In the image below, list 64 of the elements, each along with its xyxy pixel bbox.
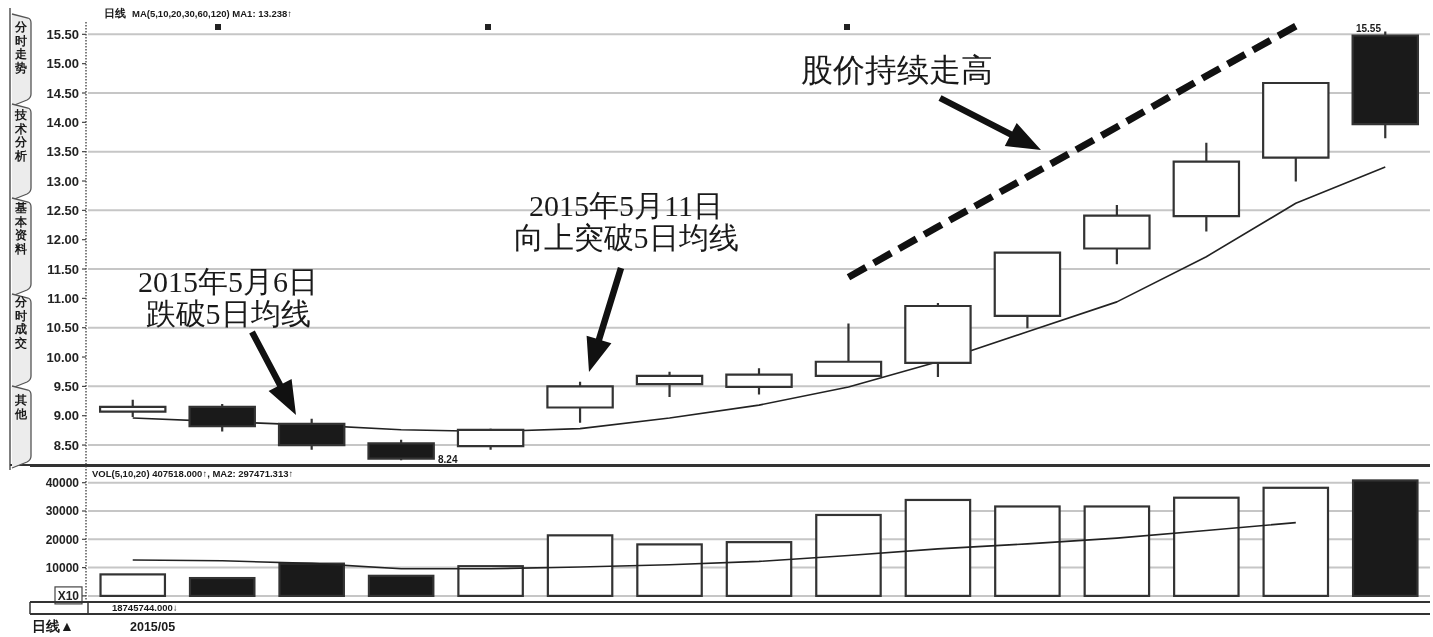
candlestick [993, 250, 1062, 330]
bar [367, 574, 435, 598]
y-tick-label: 10.50 [46, 320, 79, 336]
candlestick [456, 427, 525, 451]
bar [188, 576, 256, 598]
text: 18745744.000↓ [112, 602, 178, 613]
y-tick-label: 12.50 [46, 203, 79, 219]
annotation: 2015年5月6日 [138, 265, 318, 298]
candlestick [367, 438, 435, 462]
text: MA(5,10,20,30,60,120) MA1: 13.238↑ [132, 8, 293, 19]
bar [1083, 505, 1151, 598]
y-tick-label: 13.50 [46, 144, 79, 160]
candlestick [635, 370, 704, 399]
candlestick [1172, 141, 1241, 233]
y-tick-label: 11.50 [47, 261, 79, 277]
candlestick [904, 301, 972, 379]
y-tick-label: 10000 [45, 560, 80, 575]
candlestick [1351, 30, 1420, 140]
bar [994, 505, 1061, 598]
y-tick-label: 10.00 [46, 349, 79, 365]
y-tick-label: 40000 [45, 476, 80, 491]
annotation: 跌破5日均线 [145, 297, 311, 330]
candlestick [814, 322, 883, 379]
bar [1262, 486, 1330, 598]
bar [99, 573, 167, 598]
text: 基本资料 [14, 201, 28, 256]
candlestick [725, 367, 793, 396]
bar [546, 534, 614, 598]
bar [725, 541, 793, 598]
text: 日线▲ [32, 618, 74, 634]
y-tick-label: 12.00 [46, 232, 79, 248]
candlestick [1262, 81, 1330, 183]
text: 其他 [14, 393, 28, 421]
bar [1173, 496, 1240, 598]
chart-title: 日线 [104, 7, 126, 19]
y-tick-label: 30000 [45, 504, 80, 519]
bar [636, 543, 703, 598]
annotation: 8.24 [438, 454, 458, 465]
annotation: 向上突破5日均线 [513, 221, 739, 254]
text: 2015/05 [130, 620, 176, 634]
y-tick-label: 11.00 [47, 291, 79, 307]
y-tick-label: 14.50 [46, 85, 79, 101]
y-tick-label: 13.00 [46, 173, 79, 189]
annotation: 股价持续走高 [801, 52, 993, 88]
y-tick-label: 20000 [45, 532, 80, 547]
text: 技术分析 [14, 108, 28, 163]
bar [1351, 479, 1419, 598]
annotation: 2015年5月11日 [529, 189, 723, 222]
bar [457, 565, 524, 598]
annotation: 15.55 [1355, 23, 1382, 34]
y-tick-label: 8.50 [53, 437, 79, 453]
annotation: VOL(5,10,20) 407518.000↑, MA2: 297471.313↑ [92, 468, 294, 479]
bar [904, 498, 972, 598]
y-tick-label: 15.50 [46, 27, 79, 42]
y-tick-label: 9.00 [53, 408, 79, 424]
candlestick [98, 398, 167, 418]
y-tick-label: 9.50 [53, 379, 79, 395]
text: 分时走势 [14, 20, 28, 75]
text: 分时成交 [14, 295, 28, 350]
candlestick [1083, 203, 1151, 266]
y-tick-label: 15.00 [46, 56, 79, 72]
y-tick-label: 14.00 [46, 115, 79, 131]
candlestick [546, 380, 614, 424]
bar [815, 513, 882, 598]
